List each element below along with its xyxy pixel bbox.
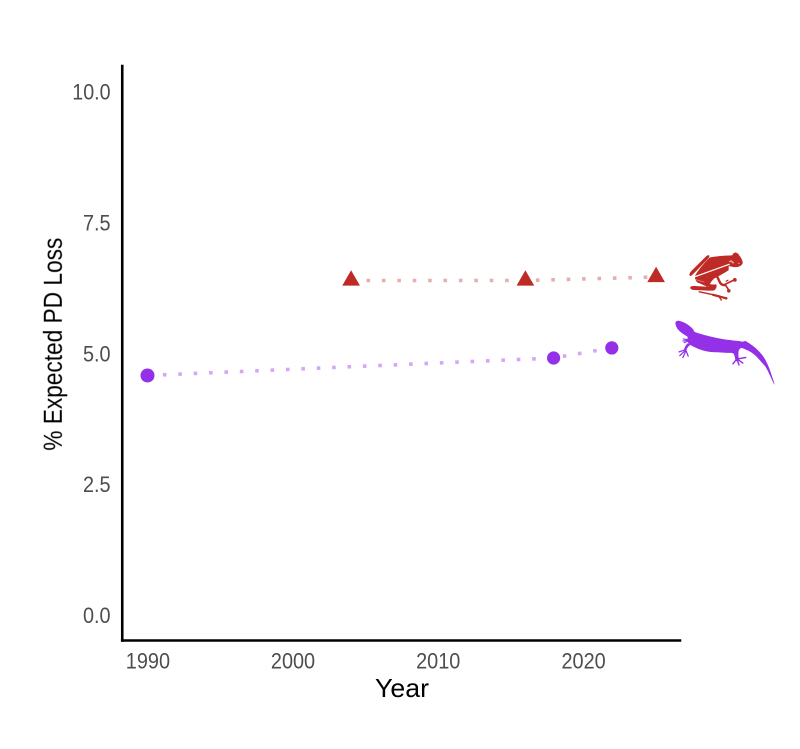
svg-text:10.0: 10.0 [72, 80, 110, 105]
svg-text:Year: Year [375, 673, 429, 703]
svg-text:1990: 1990 [126, 649, 170, 674]
svg-text:0.0: 0.0 [83, 603, 111, 628]
svg-text:7.5: 7.5 [83, 211, 111, 236]
svg-text:2000: 2000 [271, 649, 315, 674]
svg-text:2010: 2010 [416, 649, 460, 674]
svg-text:2.5: 2.5 [83, 472, 111, 497]
svg-text:% Expected PD Loss: % Expected PD Loss [40, 238, 68, 451]
svg-text:2020: 2020 [562, 649, 606, 674]
svg-text:5.0: 5.0 [83, 341, 111, 366]
